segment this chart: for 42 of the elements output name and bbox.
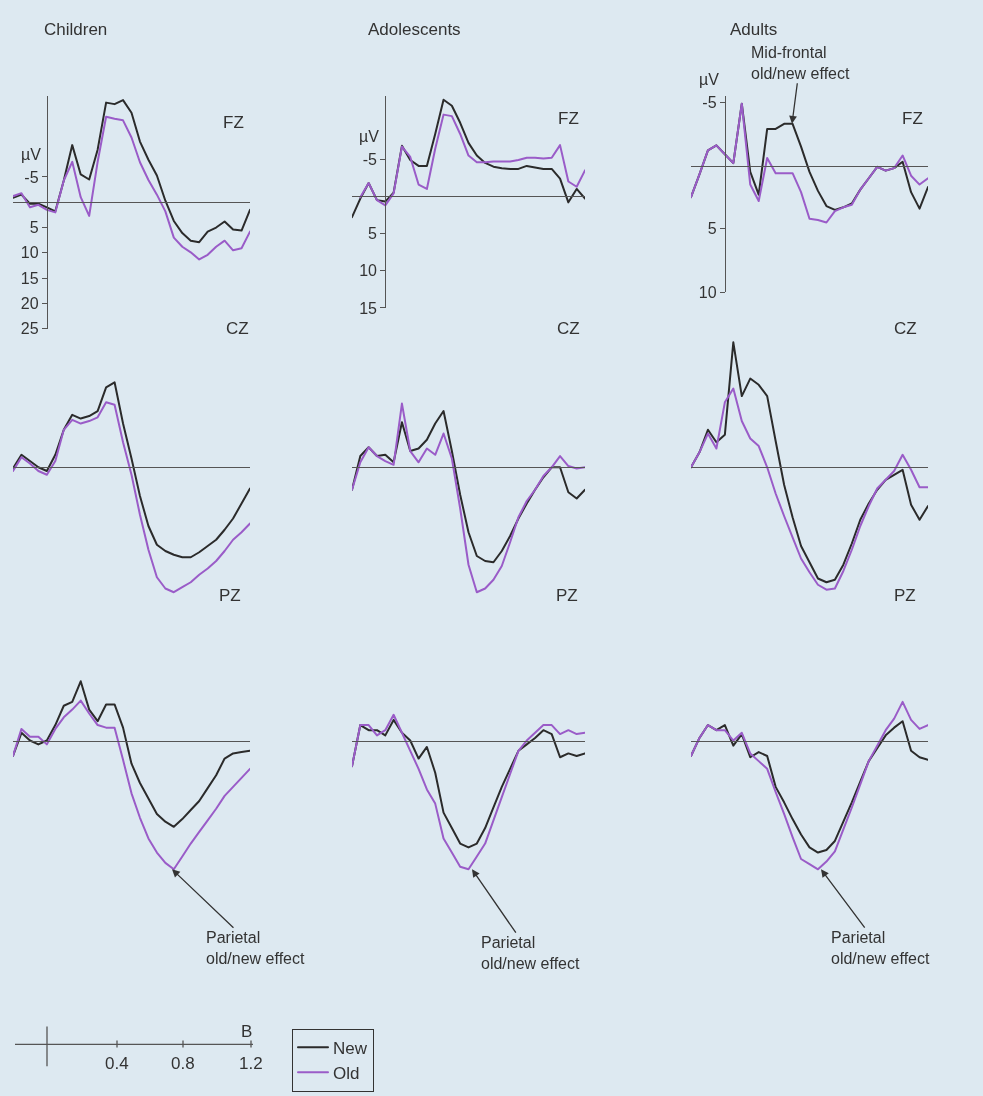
chart-title: Children (44, 20, 108, 39)
y-tick-label: 20 (20, 295, 39, 312)
annotation: PZ (894, 586, 916, 605)
annotation: PZ (556, 586, 578, 605)
y-axis-title: µV (699, 71, 720, 88)
y-tick-label: -5 (362, 150, 378, 168)
legend-label: Old (333, 1063, 360, 1083)
text: CZ (894, 319, 917, 338)
line-series (359, 113, 585, 207)
text: Mid-frontal old/new effect (751, 44, 850, 82)
line-series (352, 98, 585, 219)
y-tick-label: -5 (702, 93, 717, 111)
y-tick-label: 15 (20, 269, 39, 287)
annotation: FZ (902, 109, 923, 128)
y-axis-title: µV (21, 146, 42, 163)
text: 0.4 (105, 1054, 129, 1073)
y-tick-label: 10 (20, 244, 39, 262)
text: Parietal old/new effect (481, 934, 580, 972)
line-series (13, 115, 250, 261)
annotation: FZ (223, 113, 244, 132)
text: Parietal old/new effect (831, 929, 930, 967)
text: CZ (557, 319, 580, 338)
y-tick-label: 10 (359, 262, 378, 280)
chart-title: Adolescents (368, 20, 461, 39)
y-tick-label: 5 (707, 220, 717, 238)
y-tick-label: 5 (368, 225, 378, 243)
y-tick-label: 15 (359, 299, 378, 317)
y-axis-title: µV (359, 128, 380, 145)
text: 1.2 (239, 1054, 263, 1073)
y-tick-label: 5 (29, 219, 39, 237)
annotation: FZ (558, 109, 579, 128)
legend-label: New (333, 1038, 368, 1058)
text: B (241, 1022, 253, 1041)
line-series (13, 99, 250, 244)
text: 0.8 (171, 1054, 195, 1073)
text: Parietal old/new effect (206, 929, 305, 967)
y-tick-label: -5 (24, 168, 39, 186)
y-tick-label: 25 (20, 320, 39, 338)
annotation: PZ (219, 586, 241, 605)
y-tick-label: 10 (698, 283, 717, 301)
annotation: CZ (226, 319, 249, 338)
chart-title: Adults (730, 20, 778, 39)
